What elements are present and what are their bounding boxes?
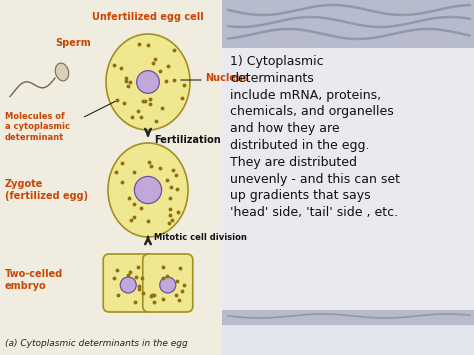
Text: Unfertilized egg cell: Unfertilized egg cell bbox=[92, 12, 204, 22]
Bar bbox=[0, 0, 222, 355]
Text: Mitotic cell division: Mitotic cell division bbox=[154, 234, 247, 242]
FancyBboxPatch shape bbox=[143, 254, 193, 312]
Text: Sperm: Sperm bbox=[55, 38, 91, 48]
Text: (a) Cytoplasmic determinants in the egg: (a) Cytoplasmic determinants in the egg bbox=[5, 339, 188, 348]
Ellipse shape bbox=[135, 176, 162, 204]
Ellipse shape bbox=[108, 143, 188, 237]
Bar bbox=[222, 310, 474, 325]
Ellipse shape bbox=[137, 71, 159, 93]
Text: Fertilization: Fertilization bbox=[154, 135, 221, 145]
Bar bbox=[222, 0, 474, 355]
Text: Molecules of
a cytoplasmic
determinant: Molecules of a cytoplasmic determinant bbox=[5, 112, 70, 142]
Bar bbox=[222, 48, 474, 310]
Text: 1) Cytoplasmic
determinants
include mRNA, proteins,
chemicals, and organelles
an: 1) Cytoplasmic determinants include mRNA… bbox=[230, 55, 400, 219]
Text: Nucleus: Nucleus bbox=[205, 73, 249, 83]
Bar bbox=[222, 0, 474, 48]
Text: Zygote
(fertilized egg): Zygote (fertilized egg) bbox=[5, 179, 88, 201]
Ellipse shape bbox=[55, 63, 69, 81]
Ellipse shape bbox=[106, 34, 190, 130]
Ellipse shape bbox=[160, 277, 176, 293]
Ellipse shape bbox=[120, 277, 136, 293]
FancyBboxPatch shape bbox=[103, 254, 153, 312]
Text: Two-celled
embryo: Two-celled embryo bbox=[5, 269, 63, 291]
